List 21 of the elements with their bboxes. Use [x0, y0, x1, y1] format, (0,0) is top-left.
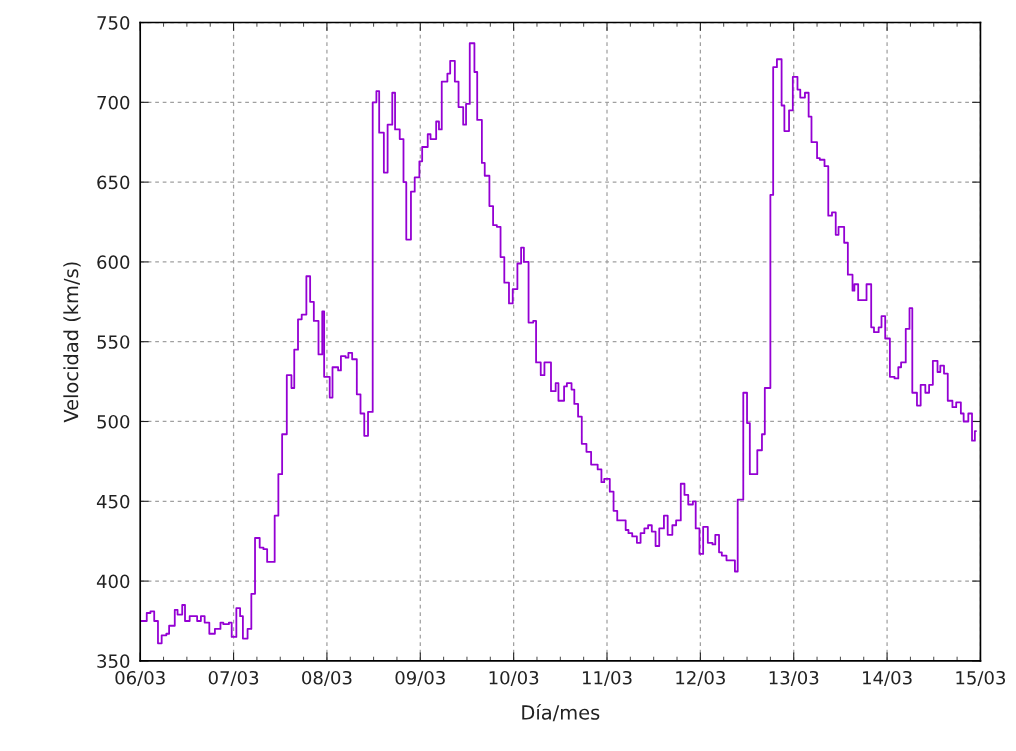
y-tick-label: 350 [97, 654, 130, 668]
y-tick-label: 450 [96, 494, 130, 509]
x-tick-label: 11/03 [582, 670, 632, 686]
y-tick-label: 750 [97, 15, 130, 30]
y-tick-label: 650 [97, 175, 130, 190]
y-axis-title: Velocidad (km/s) [63, 262, 81, 423]
y-tick-label: 550 [97, 335, 130, 349]
x-axis-title: Día/mes [522, 703, 600, 722]
y-tick-label: 400 [96, 574, 130, 589]
y-tick-label: 500 [97, 414, 130, 429]
x-tick-label: 14/03 [863, 670, 912, 686]
x-tick-label: 13/03 [769, 670, 819, 686]
x-tick-label: 08/03 [302, 670, 352, 686]
x-tick-label: 12/03 [676, 670, 725, 686]
x-tick-label: 06/03 [115, 670, 165, 686]
y-tick-label: 700 [97, 95, 130, 110]
x-tick-label: 09/03 [395, 670, 445, 686]
y-tick-label: 600 [97, 255, 130, 270]
x-tick-label: 15/03 [956, 670, 1006, 686]
x-tick-label: 10/03 [489, 670, 539, 686]
x-tick-label: 07/03 [208, 670, 259, 686]
